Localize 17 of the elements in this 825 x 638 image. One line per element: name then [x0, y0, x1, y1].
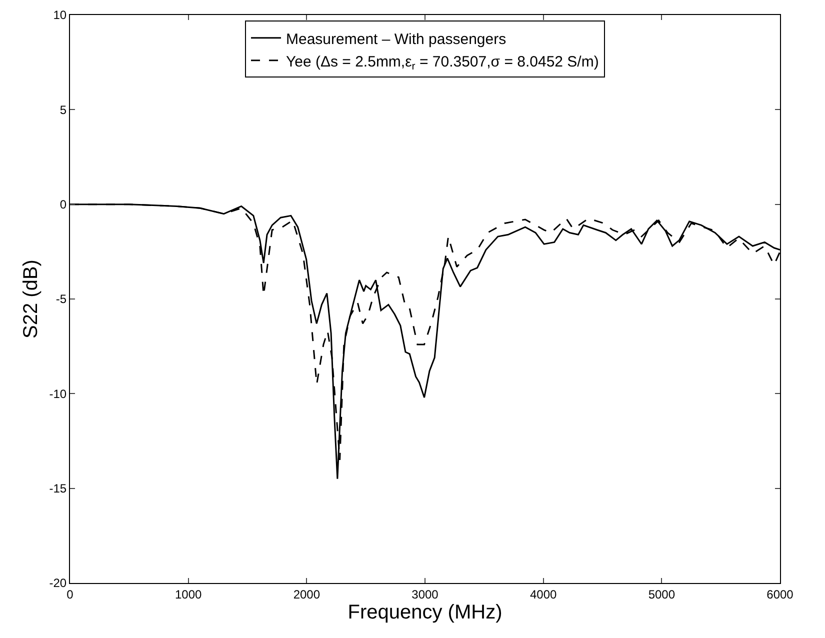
- y-tick-label: 5: [60, 102, 67, 117]
- x-tick-label: 6000: [766, 587, 794, 602]
- x-tick-label: 3000: [412, 587, 439, 602]
- y-tick-label: -15: [49, 482, 67, 496]
- y-tick-label: -10: [49, 386, 67, 401]
- y-tick-label: 0: [60, 198, 67, 212]
- legend-label: Measurement – With passengers: [286, 30, 506, 48]
- x-tick-label: 1000: [174, 587, 202, 602]
- x-tick-label: 5000: [648, 587, 676, 602]
- y-tick-label: -5: [56, 292, 67, 306]
- x-tick-label: 2000: [293, 587, 320, 602]
- x-tick-label: 4000: [530, 587, 557, 602]
- y-axis-title: S22 (dB): [20, 260, 42, 338]
- x-axis-title: Frequency (MHz): [348, 601, 502, 624]
- y-tick-label: 10: [53, 8, 67, 22]
- y-tick-label: -20: [49, 576, 67, 590]
- legend-label: Yee (Δs = 2.5mm,ε$_{r}$ = 70.3507,σ = 8.0452 S/m): [286, 53, 599, 72]
